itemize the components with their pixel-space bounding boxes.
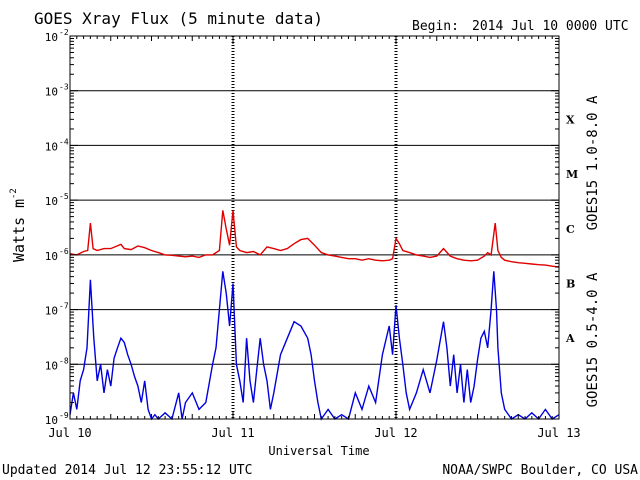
y-tick-label: 10 bbox=[45, 86, 58, 99]
y-tick-label: 10 bbox=[45, 305, 58, 318]
flare-class-label: A bbox=[565, 332, 575, 345]
y-tick-exponent: -2 bbox=[59, 28, 69, 37]
chart-title: GOES Xray Flux (5 minute data) bbox=[34, 9, 323, 28]
flare-class-label: C bbox=[566, 223, 575, 236]
legend: GOES15 1.0-8.0 A GOES15 0.5-4.0 A bbox=[585, 95, 601, 407]
updated-text: Updated 2014 Jul 12 23:55:12 UTC bbox=[2, 463, 252, 478]
y-axis-label-exponent: -2 bbox=[9, 188, 19, 199]
y-tick-label: 10 bbox=[45, 31, 58, 44]
y-tick-label: 10 bbox=[45, 140, 58, 153]
flare-class-label: X bbox=[566, 113, 575, 126]
flare-class-label: M bbox=[566, 168, 578, 181]
flare-class-labels: X M C B A bbox=[565, 113, 578, 345]
y-tick-exponent: -9 bbox=[59, 411, 69, 420]
x-axis: Jul 10 Jul 11 Jul 12 Jul 13 bbox=[48, 36, 581, 440]
y-tick-label: 10 bbox=[45, 414, 58, 427]
series-line bbox=[69, 271, 560, 421]
y-tick-label: 10 bbox=[45, 195, 58, 208]
y-tick-exponent: -3 bbox=[59, 83, 69, 92]
begin-label: Begin: bbox=[412, 19, 459, 34]
x-axis-label: Universal Time bbox=[268, 444, 369, 458]
flare-class-label: B bbox=[566, 277, 575, 290]
y-tick-exponent: -5 bbox=[59, 192, 69, 201]
y-tick-label: 10 bbox=[45, 250, 58, 263]
begin-value: 2014 Jul 10 0000 UTC bbox=[472, 19, 629, 34]
series-line bbox=[69, 210, 560, 268]
x-tick-label: Jul 13 bbox=[537, 426, 580, 440]
x-tick-label: Jul 11 bbox=[211, 426, 254, 440]
y-tick-exponent: -4 bbox=[59, 137, 69, 146]
plot-area bbox=[69, 35, 560, 421]
plot-frame bbox=[69, 35, 560, 420]
legend-entry: GOES15 1.0-8.0 A bbox=[585, 95, 601, 230]
y-tick-label: 10 bbox=[45, 359, 58, 372]
y-tick-exponent: -8 bbox=[59, 356, 69, 365]
x-tick-label: Jul 12 bbox=[374, 426, 417, 440]
y-axis-label: Watts m bbox=[10, 199, 28, 262]
legend-entry: GOES15 0.5-4.0 A bbox=[585, 272, 601, 407]
y-tick-exponent: -6 bbox=[59, 247, 69, 256]
x-tick-label: Jul 10 bbox=[48, 426, 91, 440]
credit-text: NOAA/SWPC Boulder, CO USA bbox=[442, 463, 638, 478]
y-tick-exponent: -7 bbox=[59, 302, 69, 311]
